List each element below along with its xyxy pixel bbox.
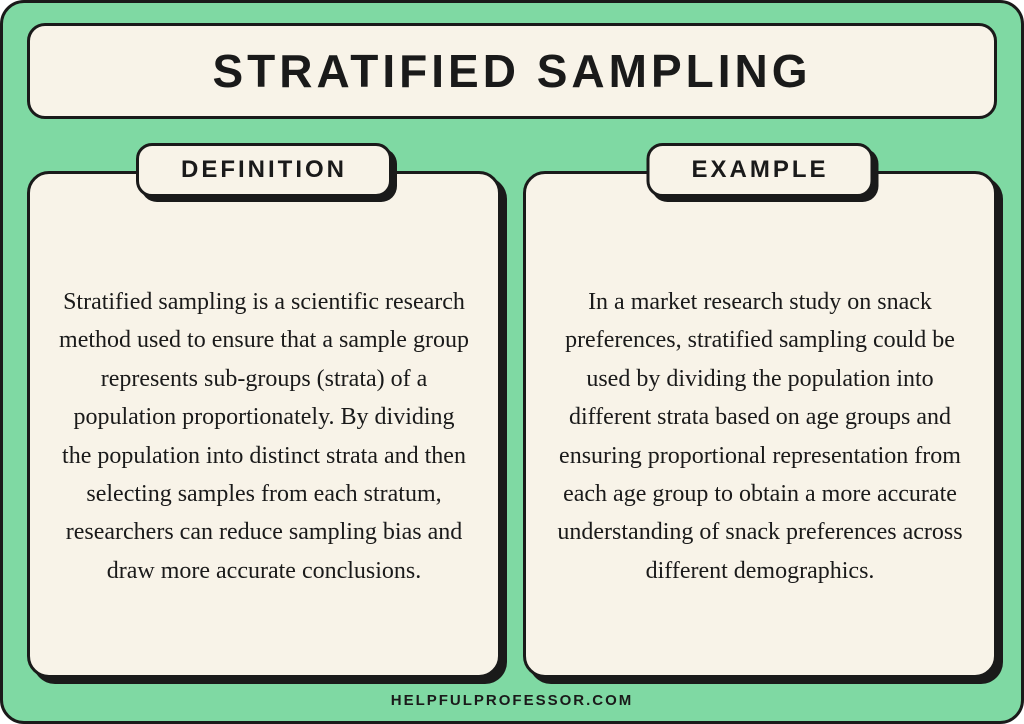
definition-card: Stratified sampling is a scientific rese… bbox=[27, 171, 501, 678]
page-title: STRATIFIED SAMPLING bbox=[50, 44, 974, 98]
footer-text: HELPFULPROFESSOR.COM bbox=[27, 692, 997, 709]
cards-row: DEFINITION Stratified sampling is a scie… bbox=[27, 143, 997, 678]
definition-label: DEFINITION bbox=[181, 156, 347, 184]
example-label-box: EXAMPLE bbox=[646, 143, 873, 197]
definition-label-box: DEFINITION bbox=[136, 143, 392, 197]
title-box: STRATIFIED SAMPLING bbox=[27, 23, 997, 119]
definition-body: Stratified sampling is a scientific rese… bbox=[58, 283, 470, 590]
footer: HELPFULPROFESSOR.COM bbox=[27, 678, 997, 709]
example-label: EXAMPLE bbox=[691, 156, 828, 184]
definition-card-wrapper: DEFINITION Stratified sampling is a scie… bbox=[27, 143, 501, 678]
example-body: In a market research study on snack pref… bbox=[554, 283, 966, 590]
example-card-wrapper: EXAMPLE In a market research study on sn… bbox=[523, 143, 997, 678]
example-card: In a market research study on snack pref… bbox=[523, 171, 997, 678]
infographic-frame: STRATIFIED SAMPLING DEFINITION Stratifie… bbox=[0, 0, 1024, 724]
